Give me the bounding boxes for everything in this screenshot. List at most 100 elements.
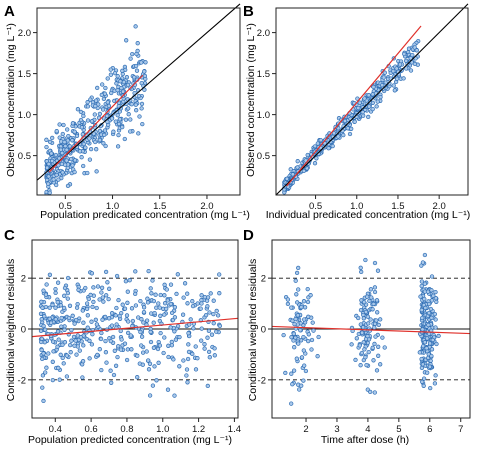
scatter-point (94, 169, 99, 174)
scatter-point (376, 344, 381, 349)
scatter-point (171, 357, 176, 362)
scatter-point (77, 348, 82, 353)
scatter-point (50, 359, 55, 364)
scatter-point (433, 373, 438, 378)
scatter-point (84, 306, 90, 312)
scatter-point (116, 344, 121, 349)
scatter-point (361, 316, 366, 321)
scatter-point (114, 305, 119, 311)
scatter-point (75, 107, 81, 112)
x-tick-label: 6 (427, 424, 432, 435)
scatter-point (293, 278, 298, 283)
scatter-point (100, 295, 105, 300)
scatter-point (62, 139, 67, 145)
scatter-point (184, 373, 189, 378)
scatter-point (104, 293, 109, 298)
scatter-point (68, 350, 73, 355)
scatter-point (93, 317, 98, 322)
scatter-point (141, 320, 146, 325)
scatter-point (50, 302, 55, 308)
scatter-point (61, 305, 67, 311)
scatter-point (95, 352, 100, 358)
scatter-point (123, 117, 129, 122)
scatter-point (301, 348, 306, 353)
panel-b-y-axis-label: Observed concentration (mg L⁻¹) (245, 23, 257, 177)
scatter-point (310, 320, 315, 325)
scatter-point (371, 301, 376, 307)
scatter-point (217, 323, 223, 329)
scatter-point (180, 312, 186, 317)
scatter-point (168, 301, 173, 307)
scatter-point (158, 330, 163, 336)
y-tick-label: 2.0 (257, 28, 270, 39)
scatter-point (364, 362, 369, 368)
scatter-point (372, 390, 377, 395)
scatter-point (107, 286, 112, 291)
scatter-point (38, 311, 44, 316)
scatter-point (362, 347, 367, 352)
scatter-point (429, 353, 434, 359)
x-tick-label: 1.0 (106, 201, 119, 212)
scatter-point (429, 298, 435, 303)
y-tick-label: 0.5 (257, 151, 270, 162)
scatter-point (87, 356, 92, 361)
scatter-point (203, 312, 209, 318)
panel-a-points (44, 24, 148, 196)
scatter-point (429, 315, 434, 320)
scatter-point (301, 299, 307, 304)
scatter-point (188, 317, 193, 322)
scatter-point (111, 129, 116, 134)
scatter-point (62, 285, 68, 291)
scatter-point (119, 85, 124, 91)
scatter-point (205, 335, 210, 340)
scatter-point (349, 342, 354, 347)
scatter-point (124, 313, 130, 318)
scatter-point (142, 73, 148, 79)
scatter-point (83, 145, 88, 150)
panel-b-x-axis-label: Individual predicated concentration (mg … (266, 209, 471, 221)
scatter-point (44, 165, 50, 170)
scatter-point (103, 338, 108, 344)
scatter-point (118, 347, 124, 352)
scatter-point (88, 292, 93, 298)
scatter-point (65, 296, 70, 301)
scatter-point (67, 144, 72, 149)
scatter-point (129, 347, 134, 352)
panel-c-points (38, 268, 223, 404)
scatter-point (39, 336, 44, 341)
x-tick-label: 1.2 (192, 424, 205, 435)
scatter-point (366, 321, 371, 326)
scatter-point (372, 321, 378, 326)
scatter-point (40, 305, 45, 310)
scatter-point (381, 75, 386, 80)
scatter-point (420, 260, 426, 265)
panel-a-ticks: 0.5 1.0 1.5 2.0 0.5 1.0 1.5 2.0 (18, 28, 214, 212)
scatter-point (174, 291, 179, 297)
scatter-point (295, 300, 300, 305)
scatter-point (81, 343, 86, 348)
scatter-point (202, 294, 208, 300)
scatter-point (122, 136, 127, 142)
y-tick-label: -2 (258, 375, 266, 386)
scatter-point (81, 141, 86, 147)
scatter-point (427, 341, 433, 346)
scatter-point (362, 96, 367, 101)
y-tick-label: 0 (21, 325, 26, 336)
scatter-point (360, 325, 366, 330)
scatter-point (53, 152, 59, 158)
scatter-point (166, 343, 171, 348)
scatter-point (108, 338, 113, 344)
scatter-point (366, 114, 371, 120)
x-tick-label: 4 (365, 424, 370, 435)
scatter-point (302, 317, 307, 322)
scatter-point (418, 294, 423, 299)
scatter-point (175, 272, 180, 277)
scatter-point (136, 93, 142, 99)
scatter-point (185, 291, 190, 296)
scatter-point (356, 315, 361, 321)
scatter-point (146, 367, 152, 372)
scatter-point (121, 79, 127, 85)
scatter-point (372, 285, 378, 290)
panel-b: B 0.5 1.0 1.5 2.0 0.5 1.0 1.5 2.0 Individual pr… (243, 3, 470, 221)
